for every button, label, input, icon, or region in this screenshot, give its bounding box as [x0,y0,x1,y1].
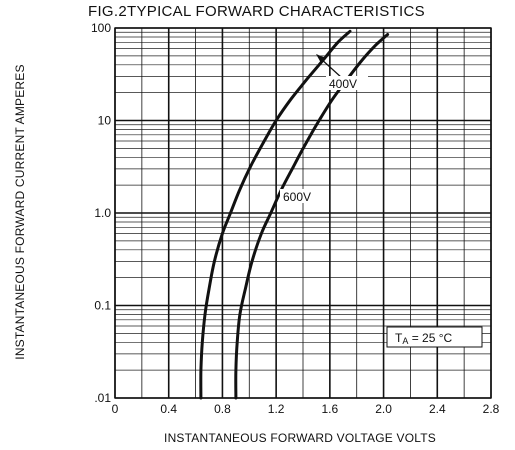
annotation-400v: 400V [316,54,368,91]
annotation-600v-bg [280,189,320,203]
x-tick-label: 2.4 [429,402,446,416]
annotation-400v-arrow [319,57,343,79]
y-tick-label: 10 [98,114,112,128]
y-tick-label: .01 [94,391,111,405]
annotation-400v-bg [326,76,368,90]
temperature-symbol: T [395,331,403,345]
x-tick-label: 0.8 [214,402,231,416]
temperature-label: TA = 25 °C [395,331,453,346]
temperature-annotation: TA = 25 °C [386,326,483,348]
x-tick-label: 2.0 [375,402,392,416]
x-tick-label: 1.6 [322,402,339,416]
x-tick-label: 0 [112,402,119,416]
y-tick-label: 0.1 [94,299,111,313]
x-tick-labels: 0 0.4 0.8 1.2 1.6 2.0 2.4 2.8 [112,402,500,416]
y-axis-label: INSTANTANEOUS FORWARD CURRENT AMPERES [13,64,27,359]
annotation-600v-label: 600V [283,190,311,204]
annotation-600v: 600V [280,189,320,204]
annotation-400v-label: 400V [329,77,357,91]
x-axis-label: INSTANTANEOUS FORWARD VOLTAGE VOLTS [164,431,436,445]
annotation-400v-arrowhead [316,54,326,63]
series-line-400v [199,29,352,400]
x-tick-label: 0.4 [160,402,177,416]
x-tick-label: 2.8 [483,402,500,416]
y-tick-label: 100 [91,21,111,35]
x-tick-label: 1.2 [268,402,285,416]
temperature-box [386,326,483,348]
y-tick-labels: .01 0.1 1.0 10 100 [91,21,111,405]
temperature-subscript: A [402,336,408,346]
y-tick-label: 1.0 [94,206,111,220]
temperature-value: = 25 °C [408,331,452,345]
chart-title: FIG.2TYPICAL FORWARD CHARACTERISTICS [88,3,425,20]
plot-frame [114,27,492,399]
